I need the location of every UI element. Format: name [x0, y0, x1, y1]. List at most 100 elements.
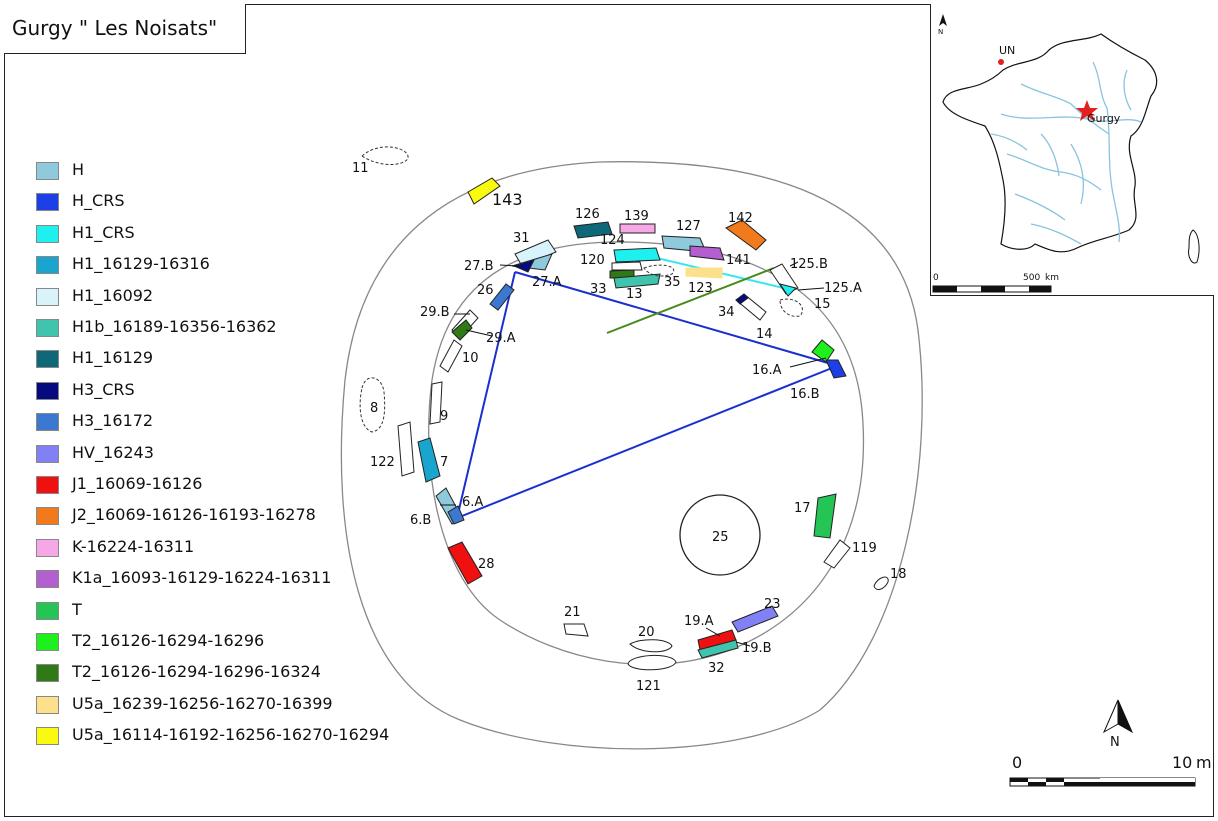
label-16a: 16.A	[752, 363, 782, 378]
label-13: 13	[626, 287, 643, 302]
link-green	[606, 267, 775, 334]
grave-27-crs	[512, 259, 535, 273]
legend-swatch	[36, 319, 59, 337]
legend-label: U5a_16114-16192-16256-16270-16294	[72, 725, 390, 745]
north-arrow-icon	[1102, 699, 1134, 734]
legend-label: U5a_16239-16256-16270-16399	[72, 693, 333, 713]
label-10: 10	[462, 351, 479, 366]
legend-item: H3_16172	[36, 411, 396, 437]
un-marker	[998, 59, 1004, 65]
title-box: Gurgy " Les Noisats"	[4, 4, 246, 54]
legend-label: K-16224-16311	[72, 536, 195, 556]
map-title: Gurgy " Les Noisats"	[12, 16, 218, 40]
legend-label: H_CRS	[72, 191, 125, 211]
legend-label: H1b_16189-16356-16362	[72, 317, 277, 336]
legend-item: HV_16243	[36, 443, 396, 469]
grave-119	[823, 539, 851, 569]
grave-126	[573, 221, 613, 239]
inset-scale-zero: 0	[933, 273, 939, 283]
label-17: 17	[794, 501, 811, 516]
link-27-6	[456, 271, 516, 519]
grave-16b	[825, 359, 847, 379]
link-27-16	[514, 271, 829, 364]
legend-item: T	[36, 600, 396, 626]
grave-120	[611, 261, 643, 271]
legend-label: HV_16243	[72, 442, 154, 462]
grave-26	[489, 283, 515, 311]
grave-141	[689, 245, 725, 261]
legend-item: K1a_16093-16129-16224-16311	[36, 568, 396, 594]
grave-17	[813, 493, 837, 539]
legend-swatch	[36, 664, 59, 683]
legend-label: H3_CRS	[72, 379, 135, 399]
label-122: 122	[370, 455, 395, 470]
legend-swatch	[36, 570, 59, 589]
grave-123	[685, 267, 723, 279]
label-125b: 125.B	[790, 257, 828, 272]
label-9: 9	[440, 409, 448, 424]
legend-swatch	[36, 538, 59, 557]
legend-label: H1_16129	[72, 348, 154, 368]
legend-item: U5a_16239-16256-16270-16399	[36, 694, 396, 720]
legend-item: H	[36, 160, 396, 186]
grave-7	[417, 437, 441, 483]
legend-swatch	[36, 727, 59, 746]
legend-label: H1_CRS	[72, 222, 135, 242]
label-27a: 27.A	[532, 275, 562, 290]
label-29a: 29.A	[486, 331, 516, 346]
legend-label: H3_16172	[72, 411, 154, 431]
label-19a: 19.A	[684, 614, 714, 629]
scale-max: 10	[1172, 753, 1192, 772]
legend-swatch	[36, 476, 59, 494]
legend-label: K1a_16093-16129-16224-16311	[72, 568, 332, 588]
inset-scale-unit: km	[1045, 273, 1059, 283]
label-34: 34	[718, 305, 735, 320]
legend-item: T2_16126-16294-16296	[36, 631, 396, 657]
label-142: 142	[728, 211, 753, 226]
grave-143	[467, 177, 501, 205]
grave-20	[629, 639, 673, 653]
legend-item: H1_16092	[36, 286, 396, 312]
legend-item: U5a_16114-16192-16256-16270-16294	[36, 725, 396, 751]
label-15: 15	[814, 297, 831, 312]
gurgy-label: Gurgy	[1087, 112, 1121, 125]
grave-6b	[447, 505, 465, 525]
legend-item: J1_16069-16126	[36, 474, 396, 500]
label-14: 14	[756, 327, 773, 342]
legend-item: H1_16129-16316	[36, 254, 396, 280]
label-26: 26	[477, 283, 494, 298]
grave-23	[731, 605, 779, 633]
label-23: 23	[764, 597, 781, 612]
north-label: N	[1110, 735, 1120, 750]
label-124: 124	[600, 233, 625, 248]
grave-125a	[778, 283, 797, 297]
label-123: 123	[688, 281, 713, 296]
grave-121	[627, 655, 677, 671]
label-18: 18	[890, 567, 907, 582]
label-28: 28	[478, 557, 495, 572]
legend-label: J1_16069-16126	[72, 474, 203, 493]
label-19b: 19.B	[742, 641, 772, 656]
label-33: 33	[590, 282, 607, 297]
legend-item: K-16224-16311	[36, 537, 396, 563]
label-125a: 125.A	[824, 281, 862, 296]
label-6b: 6.B	[410, 513, 431, 528]
label-20: 20	[638, 625, 655, 640]
scale-bar	[1009, 777, 1196, 787]
france-outline	[942, 33, 1158, 253]
label-25: 25	[712, 530, 729, 545]
label-31: 31	[513, 231, 530, 246]
legend-item: H1_CRS	[36, 223, 396, 249]
grave-10	[439, 339, 463, 373]
legend-label: J2_16069-16126-16193-16278	[72, 505, 316, 525]
label-126: 126	[575, 207, 600, 222]
grave-13	[613, 273, 661, 289]
grave-139	[619, 223, 656, 234]
inset-map-france: UN Gurgy N 0 500 km	[930, 4, 1214, 296]
legend-item: H3_CRS	[36, 380, 396, 406]
link-6-16	[456, 367, 833, 519]
legend-swatch	[36, 601, 59, 620]
legend-item: H1_16129	[36, 348, 396, 374]
legend-swatch	[36, 224, 59, 243]
